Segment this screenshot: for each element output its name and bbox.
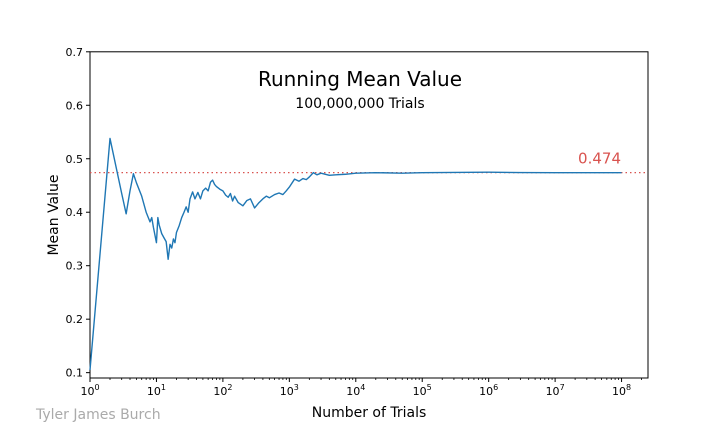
chart-title: Running Mean Value — [258, 67, 462, 91]
x-axis-label: Number of Trials — [312, 405, 427, 421]
x-tick-label: 100 — [80, 383, 99, 398]
x-tick-label: 102 — [213, 383, 232, 398]
chart-subtitle: 100,000,000 Trials — [295, 96, 424, 112]
author-credit: Tyler James Burch — [35, 407, 161, 423]
reference-line-label: 0.474 — [578, 150, 621, 168]
x-tick-label: 106 — [479, 383, 498, 398]
x-tick-label: 108 — [612, 383, 631, 398]
y-axis-label: Mean Value — [46, 174, 62, 255]
y-tick-label: 0.1 — [66, 367, 84, 380]
y-axis-ticks: 0.1 0.2 0.3 0.4 0.5 0.6 0.7 — [66, 46, 90, 380]
y-tick-label: 0.7 — [66, 46, 84, 59]
x-axis-ticks: 100 101 102 103 104 105 106 107 108 — [80, 378, 642, 398]
y-tick-label: 0.2 — [66, 313, 84, 326]
x-tick-label: 101 — [147, 383, 166, 398]
x-tick-label: 103 — [280, 383, 299, 398]
series-line-0 — [89, 137, 622, 371]
y-tick-label: 0.3 — [66, 260, 84, 273]
series-group — [89, 137, 622, 371]
y-tick-label: 0.6 — [66, 99, 84, 112]
y-tick-label: 0.4 — [66, 206, 84, 219]
y-tick-label: 0.5 — [66, 153, 84, 166]
x-tick-label: 104 — [346, 383, 365, 398]
x-tick-label: 105 — [413, 383, 432, 398]
x-tick-label: 107 — [546, 383, 565, 398]
